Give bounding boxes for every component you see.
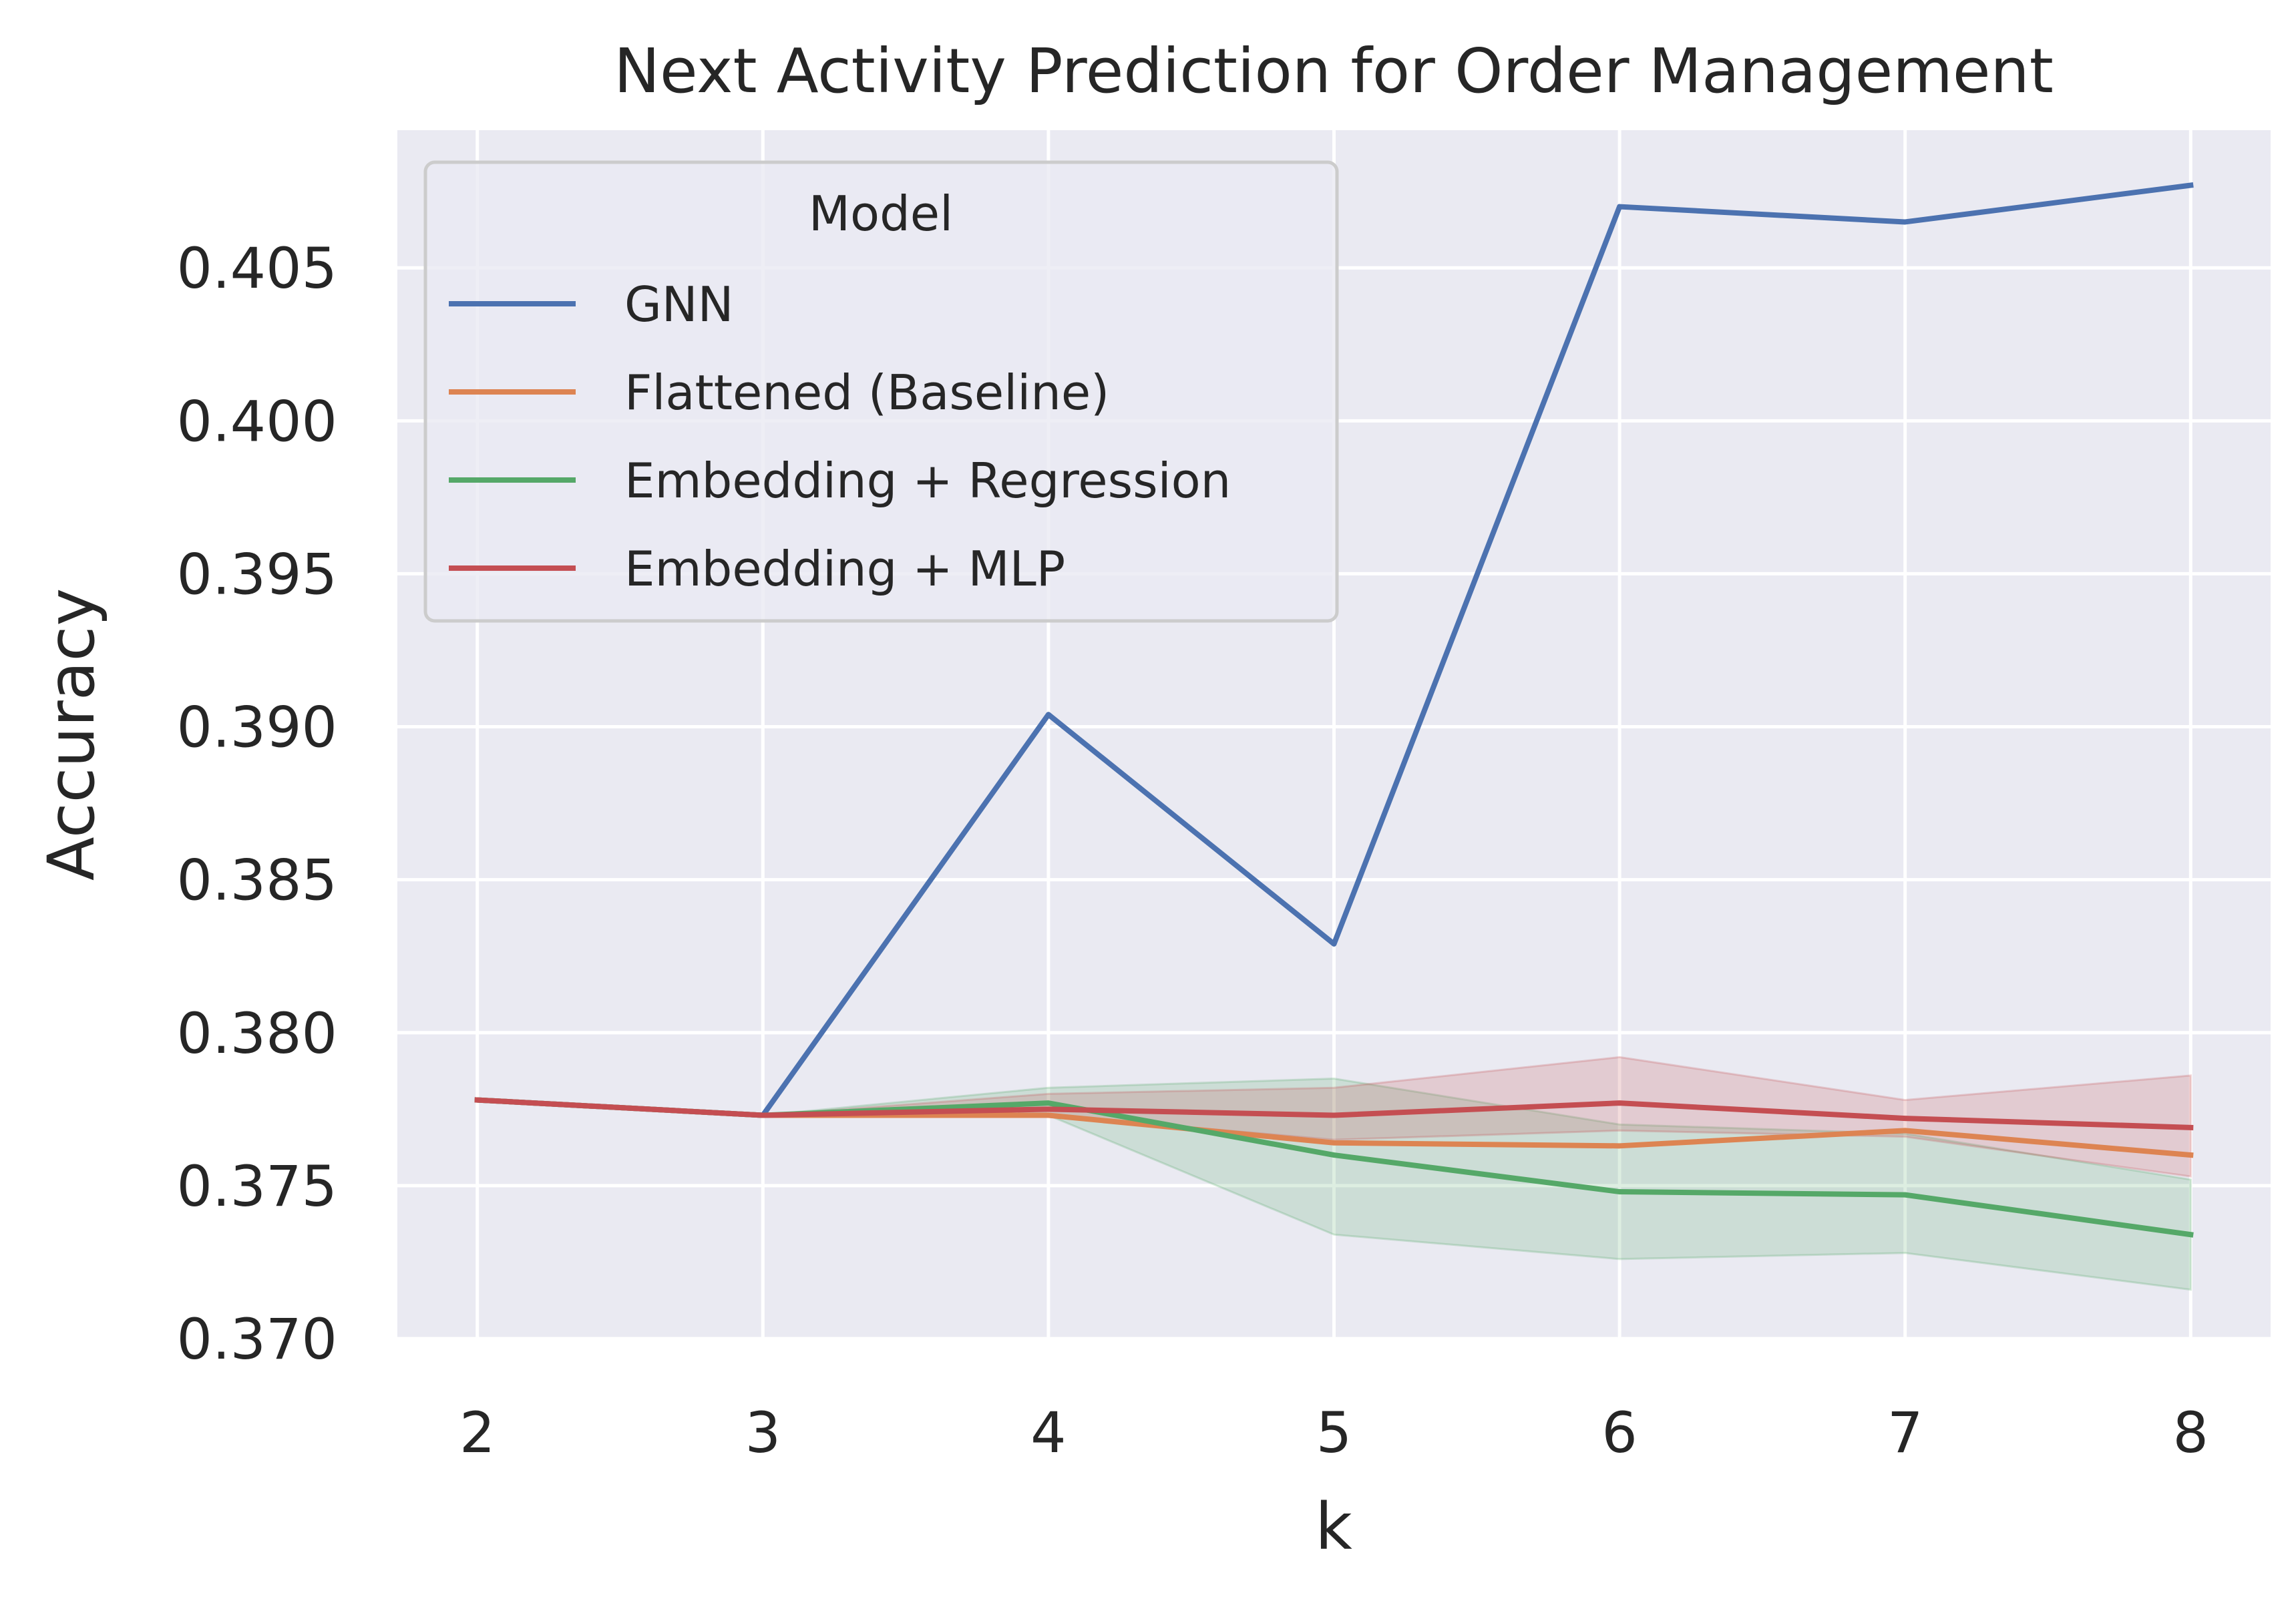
series-line-3 <box>474 1097 2194 1130</box>
x-tick-label: 2 <box>459 1400 495 1465</box>
y-tick-label: 0.400 <box>177 389 337 454</box>
y-tick-label: 0.405 <box>177 236 337 301</box>
x-tick-label: 5 <box>1316 1400 1352 1465</box>
y-axis-label: Accuracy <box>34 588 109 881</box>
x-tick-labels: 2 3 4 5 6 7 8 <box>459 1400 2209 1465</box>
x-tick-label: 3 <box>745 1400 781 1465</box>
y-tick-label: 0.390 <box>177 695 337 760</box>
x-tick-label: 4 <box>1030 1400 1066 1465</box>
series-lines <box>474 182 2194 1238</box>
y-tick-labels: 0.370 0.375 0.380 0.385 0.390 0.395 0.400 0.405 <box>177 236 337 1372</box>
legend-items: GNN Flattened (Baseline) Embedding + Regre… <box>449 276 1231 597</box>
legend-label: Flattened (Baseline) <box>624 365 1109 421</box>
legend-box <box>423 160 1339 623</box>
legend-label: GNN <box>624 276 734 332</box>
x-tick-label: 8 <box>2173 1400 2209 1465</box>
chart-title: Next Activity Prediction for Order Manag… <box>614 35 2054 107</box>
legend-label: Embedding + Regression <box>624 453 1231 509</box>
x-tick-label: 6 <box>1601 1400 1637 1465</box>
x-tick-label: 7 <box>1887 1400 1923 1465</box>
y-tick-label: 0.370 <box>177 1307 337 1372</box>
y-tick-label: 0.375 <box>177 1154 337 1219</box>
y-tick-label: 0.380 <box>177 1001 337 1066</box>
x-axis-label: k <box>1315 1489 1352 1564</box>
y-tick-label: 0.395 <box>177 541 337 607</box>
y-tick-label: 0.385 <box>177 848 337 913</box>
legend: Model GNN Flattened (Baseline) Embedding +… <box>423 160 1339 623</box>
legend-title: Model <box>809 186 953 242</box>
legend-label: Embedding + MLP <box>624 541 1065 597</box>
